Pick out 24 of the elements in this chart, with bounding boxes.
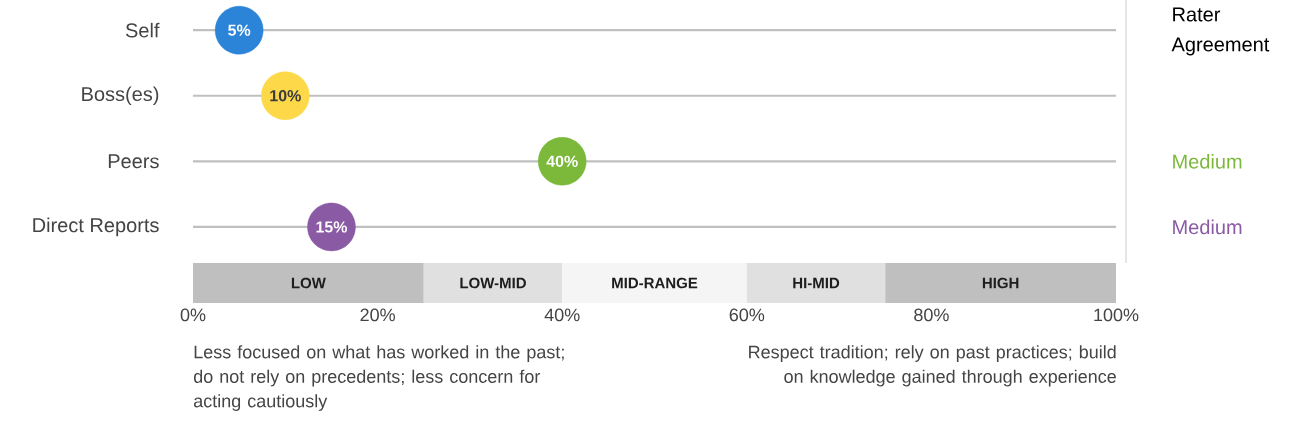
y-tick-label: Self bbox=[125, 22, 160, 38]
band-label: MID-RANGE bbox=[612, 277, 698, 289]
text: Less focused on what has worked in the past; do not rely on precedents; less concern for acting cautiously bbox=[193, 345, 564, 411]
band-label: HI-MID bbox=[793, 277, 840, 289]
data-label: 15% bbox=[316, 221, 348, 233]
text: Rater Agreement bbox=[1171, 7, 1270, 56]
x-tick-label: 20% bbox=[360, 308, 395, 322]
band-label: LOW bbox=[291, 277, 326, 289]
y-tick-label: Peers bbox=[108, 154, 159, 169]
text: Medium bbox=[1173, 219, 1242, 235]
y-tick-label: Direct Reports bbox=[33, 217, 159, 237]
data-label: 5% bbox=[228, 24, 251, 36]
x-tick-label: 0% bbox=[180, 308, 206, 322]
x-tick-label: 60% bbox=[729, 308, 765, 322]
y-tick-label: Boss(es) bbox=[82, 86, 159, 106]
text: Respect tradition; rely on past practices; build on knowledge gained through experience bbox=[749, 345, 1116, 387]
band-label: LOW-MID bbox=[460, 277, 526, 289]
x-tick-label: 100% bbox=[1094, 308, 1139, 322]
text: Medium bbox=[1173, 153, 1242, 169]
data-label: 10% bbox=[270, 90, 301, 102]
data-label: 40% bbox=[546, 155, 578, 167]
band-label: HIGH bbox=[982, 277, 1019, 289]
x-tick-label: 80% bbox=[914, 308, 949, 322]
x-tick-label: 40% bbox=[544, 308, 580, 322]
